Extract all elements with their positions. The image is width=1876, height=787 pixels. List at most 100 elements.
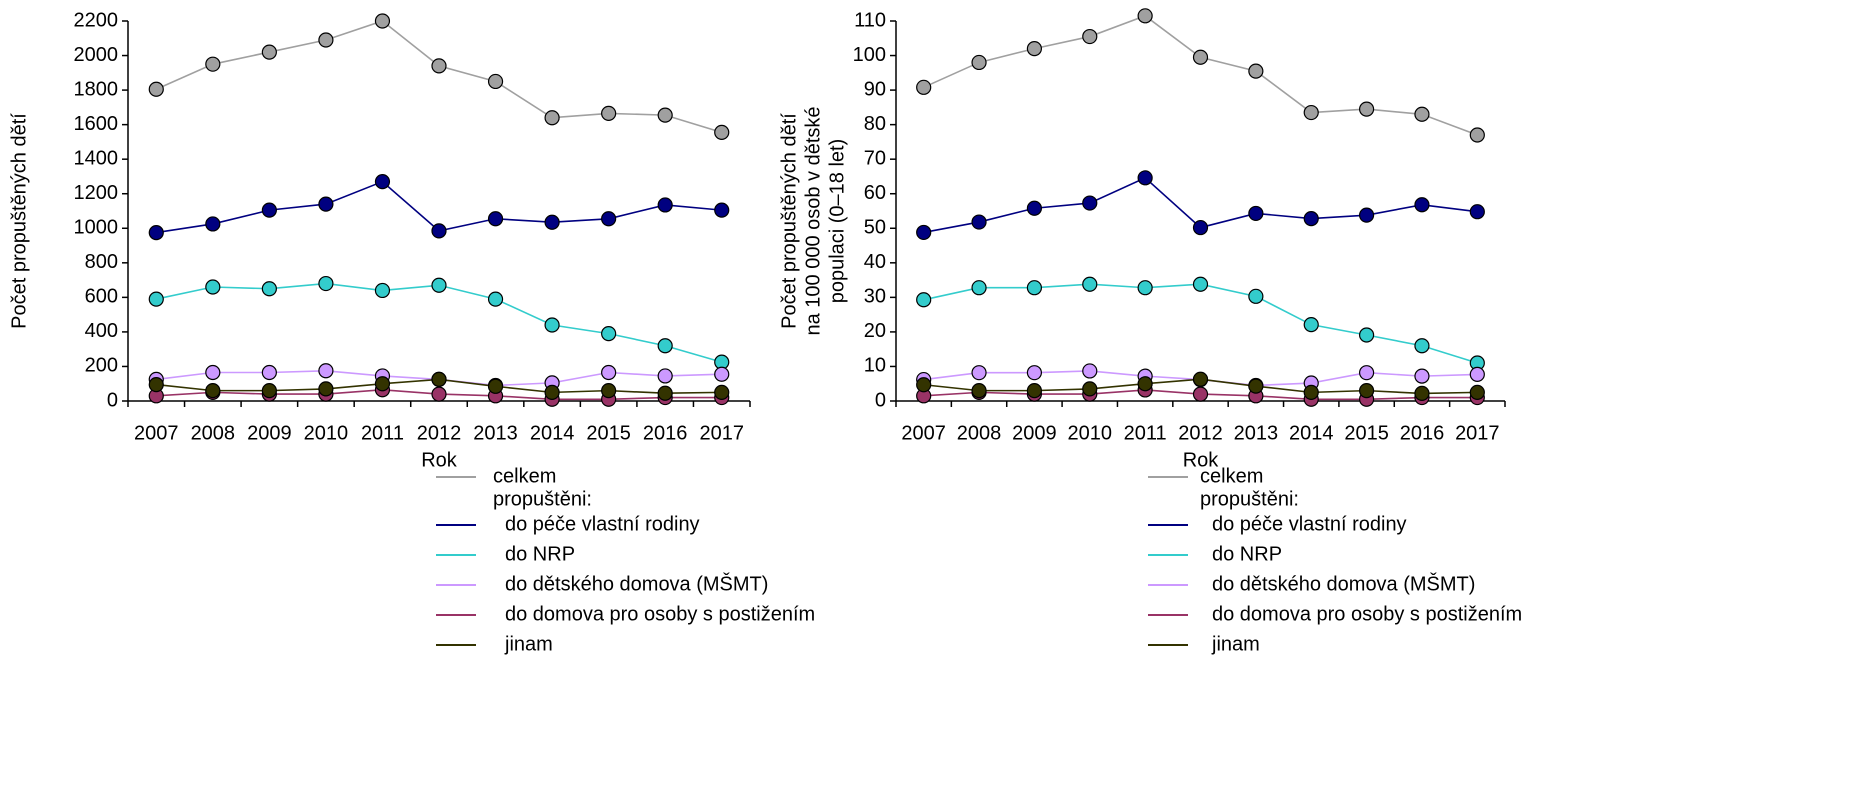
data-point xyxy=(1082,195,1098,211)
x-tick-label: 2017 xyxy=(699,422,744,444)
x-axis-label: Rok xyxy=(1183,449,1220,471)
y-tick-label: 0 xyxy=(107,389,118,411)
y-axis-label: Počet propuštěných dětí xyxy=(8,113,30,329)
data-point xyxy=(261,202,277,218)
x-tick-label: 2012 xyxy=(417,422,462,444)
data-point xyxy=(657,385,673,401)
data-point xyxy=(1248,378,1264,394)
data-point xyxy=(431,386,447,402)
x-tick-label: 2011 xyxy=(361,422,404,444)
data-point xyxy=(1414,197,1430,213)
legend-label: do NRP xyxy=(1212,543,1282,565)
x-tick-label: 2013 xyxy=(1234,422,1279,444)
data-point xyxy=(601,364,617,381)
y-tick-label: 80 xyxy=(864,113,886,135)
data-point xyxy=(1082,276,1098,292)
data-point xyxy=(657,197,673,213)
data-point xyxy=(971,383,987,399)
x-tick-label: 2015 xyxy=(586,422,631,444)
x-tick-label: 2010 xyxy=(1068,422,1113,444)
data-point xyxy=(714,124,730,141)
data-point xyxy=(487,291,504,307)
legend-label: do dětského domova (MŠMT) xyxy=(1212,572,1475,595)
data-point xyxy=(487,211,504,227)
data-point xyxy=(1303,104,1319,121)
data-point xyxy=(205,56,221,72)
data-point xyxy=(205,279,221,295)
data-point xyxy=(1026,200,1043,216)
x-tick-label: 2016 xyxy=(643,422,688,444)
x-tick-label: 2010 xyxy=(304,422,349,444)
data-point xyxy=(657,368,673,384)
data-point xyxy=(601,383,617,399)
data-point xyxy=(1192,386,1209,402)
data-point xyxy=(601,326,617,342)
x-tick-label: 2009 xyxy=(247,422,292,444)
data-point xyxy=(318,363,334,379)
y-axis-label: Počet propuštěných dětí xyxy=(778,113,800,329)
data-point xyxy=(1303,317,1319,333)
data-point xyxy=(544,317,560,333)
data-point xyxy=(1137,8,1153,24)
data-point xyxy=(1248,63,1264,79)
data-point xyxy=(1192,49,1209,65)
series-line xyxy=(156,282,722,363)
data-point xyxy=(261,383,277,399)
data-point xyxy=(487,73,504,90)
legend-label: do domova pro osoby s postižením xyxy=(1212,603,1522,625)
legend-label: do NRP xyxy=(505,543,575,565)
data-point xyxy=(1192,371,1209,387)
data-point xyxy=(1414,368,1430,384)
y-axis-label: na 100 000 osob v dětské xyxy=(802,106,824,335)
series-line xyxy=(923,14,1478,136)
y-tick-label: 800 xyxy=(85,251,118,273)
y-tick-label: 0 xyxy=(875,389,886,411)
y-tick-label: 60 xyxy=(864,182,886,204)
data-point xyxy=(1026,365,1043,381)
data-point xyxy=(916,79,932,95)
data-point xyxy=(1303,384,1319,400)
data-point xyxy=(714,202,730,218)
y-tick-label: 30 xyxy=(864,286,886,308)
data-point xyxy=(1469,127,1485,143)
data-point xyxy=(261,44,277,60)
data-point xyxy=(1026,280,1043,296)
data-point xyxy=(148,224,164,241)
legend-label: celkem xyxy=(1200,465,1263,487)
data-point xyxy=(261,364,277,381)
x-tick-label: 2012 xyxy=(1178,422,1223,444)
data-point xyxy=(431,223,447,239)
data-point xyxy=(148,291,164,307)
y-tick-label: 50 xyxy=(864,217,886,239)
data-point xyxy=(1358,383,1375,399)
data-point xyxy=(1414,338,1430,354)
data-point xyxy=(916,292,932,308)
x-tick-label: 2014 xyxy=(530,422,575,444)
data-point xyxy=(318,381,334,397)
data-point xyxy=(1026,41,1043,57)
y-tick-label: 1800 xyxy=(74,78,119,100)
data-point xyxy=(1192,219,1209,236)
data-point xyxy=(1358,207,1375,223)
data-point xyxy=(1358,101,1375,117)
data-point xyxy=(971,214,987,230)
data-point xyxy=(1248,205,1264,222)
data-point xyxy=(318,275,334,292)
y-tick-label: 20 xyxy=(864,320,886,342)
data-point xyxy=(148,376,164,393)
data-point xyxy=(544,110,560,126)
y-tick-label: 110 xyxy=(854,9,886,31)
data-point xyxy=(971,365,987,381)
data-point xyxy=(487,378,504,394)
data-point xyxy=(544,384,560,400)
x-tick-label: 2016 xyxy=(1400,422,1445,444)
data-point xyxy=(601,105,617,122)
data-point xyxy=(1082,381,1098,397)
y-tick-label: 2200 xyxy=(74,9,119,31)
x-tick-label: 2009 xyxy=(1012,422,1057,444)
data-point xyxy=(714,366,730,382)
data-point xyxy=(1248,288,1264,304)
series-line xyxy=(923,283,1478,364)
data-point xyxy=(1414,385,1430,401)
data-point xyxy=(205,216,221,232)
